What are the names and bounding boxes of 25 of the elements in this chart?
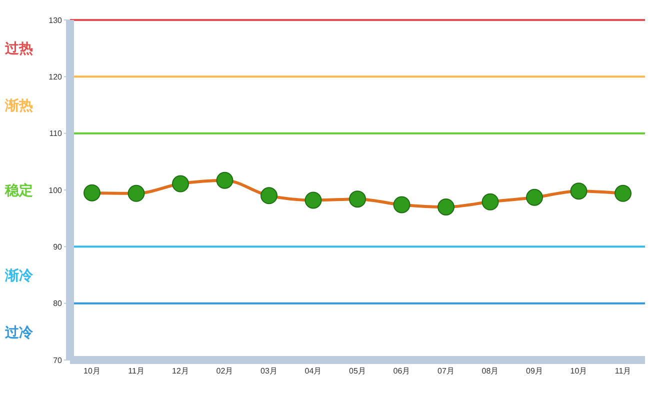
x-tick-label: 05月	[349, 366, 366, 376]
x-tick-label: 09月	[526, 366, 543, 376]
y-tick-label: 70	[53, 356, 63, 365]
x-tick-label: 10月	[570, 366, 588, 376]
text: 过热	[5, 39, 33, 58]
x-tick-label: 06月	[393, 366, 410, 376]
x-tick-label: 10月	[84, 366, 100, 376]
x-tick-label: 03月	[260, 366, 278, 376]
x-tick-label: 11月	[614, 366, 632, 376]
x-tick-label: 07月	[438, 366, 454, 376]
y-tick-label: 130	[48, 16, 63, 25]
y-tick-label: 90	[53, 242, 63, 252]
x-tick-label: 02月	[216, 366, 234, 376]
text: 渐热	[5, 96, 33, 114]
y-tick-label: 100	[48, 186, 63, 195]
text: 渐冷	[5, 266, 33, 284]
y-tick-label: 120	[48, 72, 63, 82]
x-tick-label: 08月	[482, 366, 499, 376]
y-tick-label: 110	[49, 129, 63, 138]
text: 过冷	[5, 322, 33, 341]
x-tick-label: 12月	[172, 366, 189, 376]
x-tick-label: 04月	[304, 366, 322, 376]
y-tick-label: 80	[53, 299, 63, 308]
text: 稳定	[5, 181, 33, 199]
x-tick-label: 11月	[128, 366, 144, 376]
